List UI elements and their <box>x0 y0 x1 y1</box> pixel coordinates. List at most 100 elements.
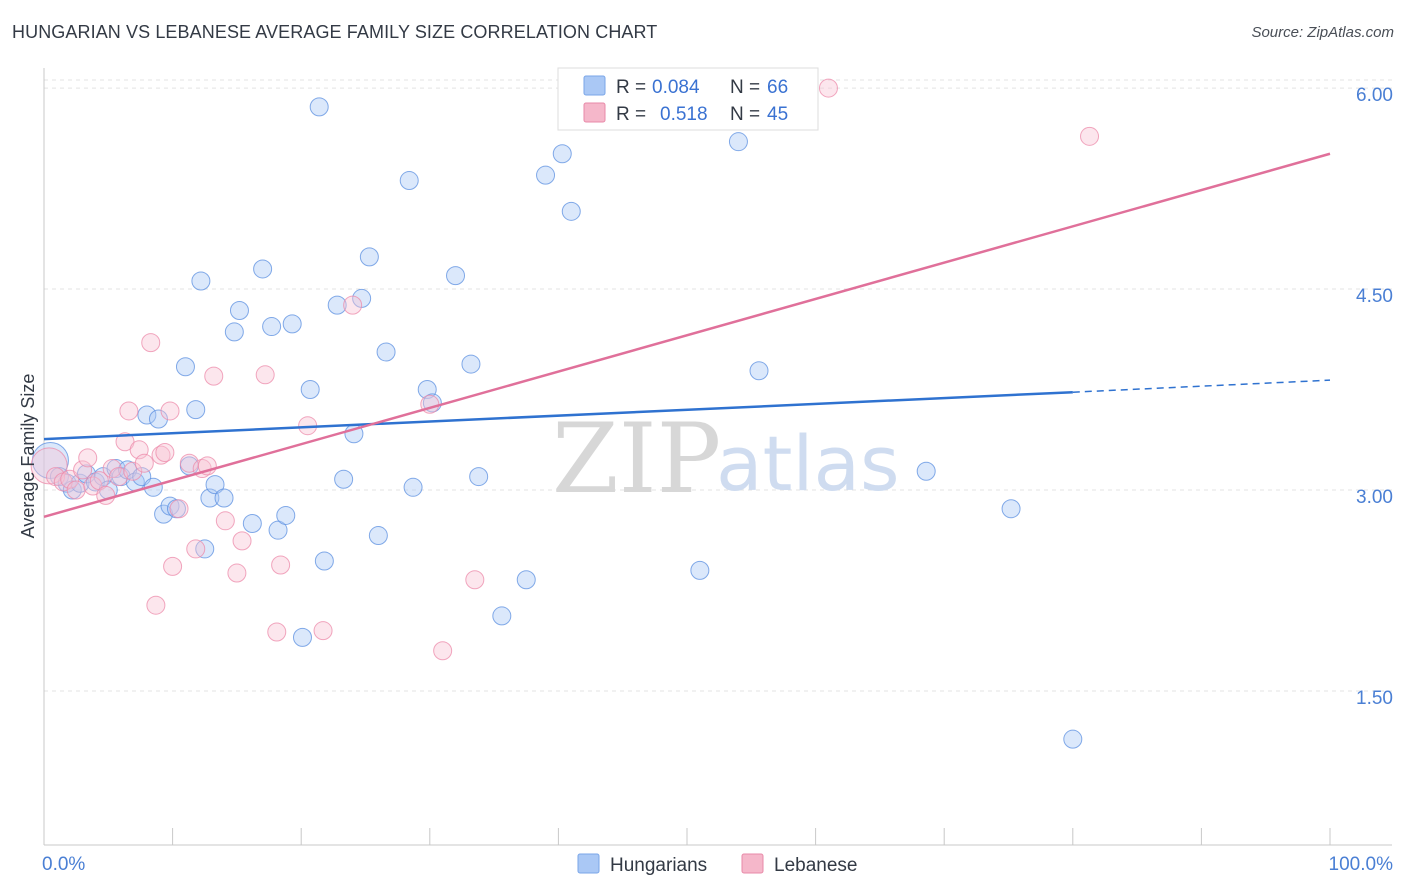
x-ticks <box>43 828 1331 845</box>
point-hungarians-16 <box>148 409 168 429</box>
point-lebanese-21 <box>160 401 180 421</box>
chart-title: HUNGARIAN VS LEBANESE AVERAGE FAMILY SIZ… <box>12 22 658 42</box>
point-hungarians-31 <box>253 259 273 279</box>
point-lebanese-13 <box>119 401 139 421</box>
point-lebanese-22 <box>163 556 183 576</box>
point-lebanese-28 <box>204 366 224 386</box>
legend-r-value-hungarians: 0.084 <box>652 77 700 98</box>
point-hungarians-51 <box>446 266 466 286</box>
point-lebanese-11 <box>109 467 129 487</box>
point-hungarians-23 <box>191 271 211 291</box>
source-label: Source: ZipAtlas.com <box>1251 24 1394 41</box>
legend-bottom-label-hungarians: Hungarians <box>610 855 707 876</box>
point-lebanese-39 <box>433 641 453 661</box>
point-hungarians-30 <box>242 513 262 533</box>
x-tick-label-min: 0.0% <box>42 854 85 875</box>
point-lebanese-40 <box>465 570 485 590</box>
point-lebanese-16 <box>134 453 154 473</box>
point-lebanese-29 <box>215 511 235 531</box>
point-lebanese-41 <box>818 78 838 98</box>
legend-n-label-lebanese: N = <box>730 104 765 125</box>
point-lebanese-17 <box>141 333 161 353</box>
point-lebanese-7 <box>83 476 103 496</box>
point-lebanese-37 <box>343 295 363 315</box>
legend-n-value-hungarians: 66 <box>767 77 788 98</box>
legend-n-value-lebanese: 45 <box>767 104 788 125</box>
point-lebanese-30 <box>227 563 247 583</box>
point-hungarians-20 <box>175 357 195 377</box>
trend-line-hungarians-extension <box>1072 379 1331 393</box>
point-lebanese-6 <box>78 448 98 468</box>
legend-bottom-swatch-lebanese <box>741 853 764 874</box>
point-lebanese-31 <box>232 531 252 551</box>
point-hungarians-60 <box>728 132 748 152</box>
point-lebanese-42 <box>1080 126 1100 146</box>
point-hungarians-63 <box>1001 499 1021 519</box>
point-lebanese-5 <box>73 460 93 480</box>
legend-swatch-hungarians <box>583 75 606 96</box>
point-hungarians-34 <box>276 505 296 525</box>
point-lebanese-36 <box>313 621 333 641</box>
watermark: ZIP atlas <box>552 403 900 515</box>
point-lebanese-3 <box>60 469 80 489</box>
watermark-zip: ZIP <box>552 403 721 515</box>
point-hungarians-58 <box>561 201 581 221</box>
point-hungarians-56 <box>536 165 556 185</box>
legend-stats: R = 0.084 N = 66 R = 0.518 N = 45 <box>557 67 819 131</box>
point-hungarians-33 <box>268 520 288 540</box>
point-hungarians-35 <box>282 314 302 334</box>
watermark-atlas: atlas <box>716 419 900 508</box>
point-hungarians-40 <box>327 295 347 315</box>
series-lebanese <box>30 78 1100 661</box>
legend-bottom-swatch-hungarians <box>577 853 600 874</box>
point-hungarians-53 <box>469 467 489 487</box>
point-hungarians-54 <box>492 606 512 626</box>
point-hungarians-47 <box>399 171 419 191</box>
point-hungarians-39 <box>314 551 334 571</box>
trend-line-hungarians <box>43 390 1073 441</box>
point-lebanese-33 <box>267 622 287 642</box>
point-hungarians-62 <box>916 461 936 481</box>
point-hungarians-17 <box>154 504 174 524</box>
y-tick-label-2: 4.50 <box>1356 286 1393 307</box>
gridlines <box>44 79 1392 692</box>
point-lebanese-25 <box>186 539 206 559</box>
legend-series: Hungarians Lebanese <box>577 853 857 876</box>
y-tick-label-3: 6.00 <box>1356 85 1393 106</box>
legend-bottom-label-lebanese: Lebanese <box>774 855 857 876</box>
point-hungarians-64 <box>1063 729 1083 749</box>
point-hungarians-61 <box>749 361 769 381</box>
y-axis-title: Average Family Size <box>18 374 38 539</box>
y-tick-labels: 1.50 3.00 4.50 6.00 <box>1356 85 1393 709</box>
point-hungarians-59 <box>690 560 710 580</box>
point-hungarians-52 <box>461 354 481 374</box>
point-hungarians-41 <box>334 469 354 489</box>
legend-r-value-lebanese: 0.518 <box>660 104 708 125</box>
point-hungarians-45 <box>368 526 388 546</box>
point-hungarians-29 <box>229 300 249 320</box>
point-lebanese-20 <box>155 442 175 462</box>
point-hungarians-38 <box>309 97 329 117</box>
point-lebanese-23 <box>169 499 189 519</box>
point-hungarians-28 <box>224 322 244 342</box>
point-lebanese-12 <box>115 432 135 452</box>
point-hungarians-44 <box>359 247 379 267</box>
y-tick-label-0: 1.50 <box>1356 688 1393 709</box>
axes <box>43 68 1392 846</box>
legend-r-label-hungarians: R = <box>616 77 651 98</box>
point-hungarians-48 <box>403 477 423 497</box>
point-lebanese-32 <box>255 365 275 385</box>
point-hungarians-55 <box>516 570 536 590</box>
point-hungarians-14 <box>137 405 157 425</box>
point-lebanese-34 <box>271 555 291 575</box>
point-hungarians-36 <box>292 627 312 647</box>
point-lebanese-4 <box>66 480 86 500</box>
point-hungarians-46 <box>376 342 396 362</box>
point-hungarians-57 <box>552 144 572 164</box>
point-lebanese-10 <box>102 459 122 479</box>
x-tick-label-max: 100.0% <box>1329 854 1394 875</box>
point-lebanese-14 <box>123 461 143 481</box>
point-hungarians-37 <box>300 380 320 400</box>
point-hungarians-27 <box>214 488 234 508</box>
